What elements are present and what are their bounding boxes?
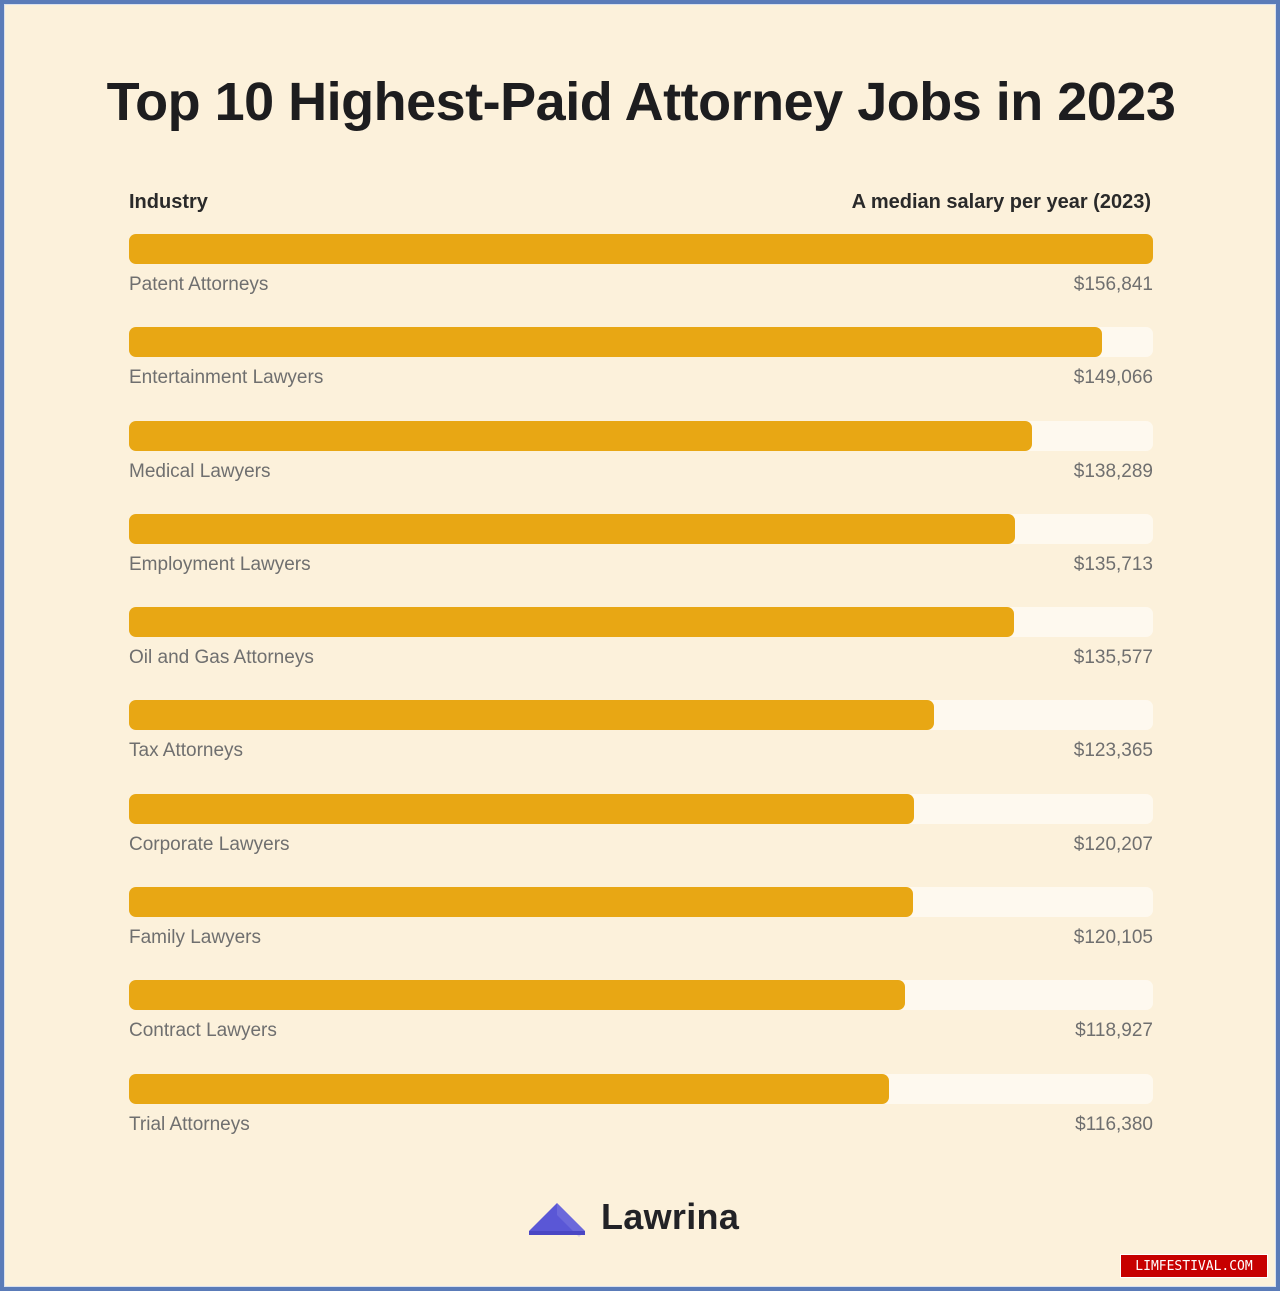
bar-chart: Patent Attorneys $156,841 Entertainment La… bbox=[129, 234, 1153, 1167]
value-label: $120,105 bbox=[1073, 927, 1153, 949]
category-label: Employment Lawyers bbox=[129, 553, 311, 575]
infographic-card: Top 10 Highest-Paid Attorney Jobs in 202… bbox=[4, 4, 1276, 1287]
category-label: Entertainment Lawyers bbox=[129, 367, 324, 389]
bar bbox=[129, 1073, 889, 1104]
bar-row: Oil and Gas Attorneys $135,577 bbox=[129, 607, 1153, 700]
value-label: $138,289 bbox=[1073, 460, 1153, 482]
bar-row: Family Lawyers $120,105 bbox=[129, 887, 1153, 980]
value-label: $120,207 bbox=[1073, 833, 1153, 855]
bar-row: Trial Attorneys $116,380 bbox=[129, 1073, 1153, 1167]
chart-title: Top 10 Highest-Paid Attorney Jobs in 202… bbox=[106, 72, 1176, 132]
bar-row: Tax Attorneys $123,365 bbox=[129, 700, 1153, 793]
bar bbox=[129, 513, 1015, 544]
category-label: Oil and Gas Attorneys bbox=[129, 647, 314, 669]
category-label: Patent Attorneys bbox=[129, 274, 269, 295]
bar-row: Contract Lawyers $118,927 bbox=[129, 980, 1153, 1073]
value-label: $135,577 bbox=[1073, 647, 1153, 669]
value-label: $135,713 bbox=[1073, 553, 1153, 575]
bar-row: Medical Lawyers $138,289 bbox=[129, 420, 1153, 514]
bar bbox=[129, 980, 905, 1011]
brand-name: Lawrina bbox=[601, 1196, 740, 1237]
bar-row: Employment Lawyers $135,713 bbox=[129, 513, 1153, 607]
category-label: Corporate Lawyers bbox=[129, 833, 290, 855]
column-header-industry: Industry bbox=[129, 191, 208, 213]
triangle-logo-icon bbox=[529, 1203, 585, 1237]
value-label: $123,365 bbox=[1073, 740, 1153, 762]
value-label: $118,927 bbox=[1075, 1020, 1153, 1042]
bar-row: Corporate Lawyers $120,207 bbox=[129, 793, 1153, 887]
column-header-salary: A median salary per year (2023) bbox=[851, 191, 1151, 213]
value-label: $116,380 bbox=[1075, 1113, 1153, 1135]
bar bbox=[129, 700, 934, 731]
bar bbox=[129, 234, 1153, 264]
category-label: Family Lawyers bbox=[129, 927, 261, 949]
bar bbox=[129, 793, 914, 824]
bar bbox=[129, 887, 913, 918]
bar-row: Patent Attorneys $156,841 bbox=[129, 234, 1153, 327]
category-label: Tax Attorneys bbox=[129, 740, 244, 762]
category-label: Trial Attorneys bbox=[129, 1113, 250, 1135]
brand-logo: Lawrina bbox=[527, 1195, 739, 1239]
bar bbox=[129, 607, 1014, 638]
value-label: $149,066 bbox=[1073, 367, 1153, 389]
category-label: Contract Lawyers bbox=[129, 1020, 277, 1042]
value-label: $156,841 bbox=[1073, 274, 1153, 295]
bar-row: Entertainment Lawyers $149,066 bbox=[129, 327, 1153, 420]
bar bbox=[129, 327, 1102, 358]
category-label: Medical Lawyers bbox=[129, 460, 271, 482]
bar bbox=[129, 420, 1032, 451]
watermark: LIMFESTIVAL.COM bbox=[1120, 1254, 1268, 1278]
